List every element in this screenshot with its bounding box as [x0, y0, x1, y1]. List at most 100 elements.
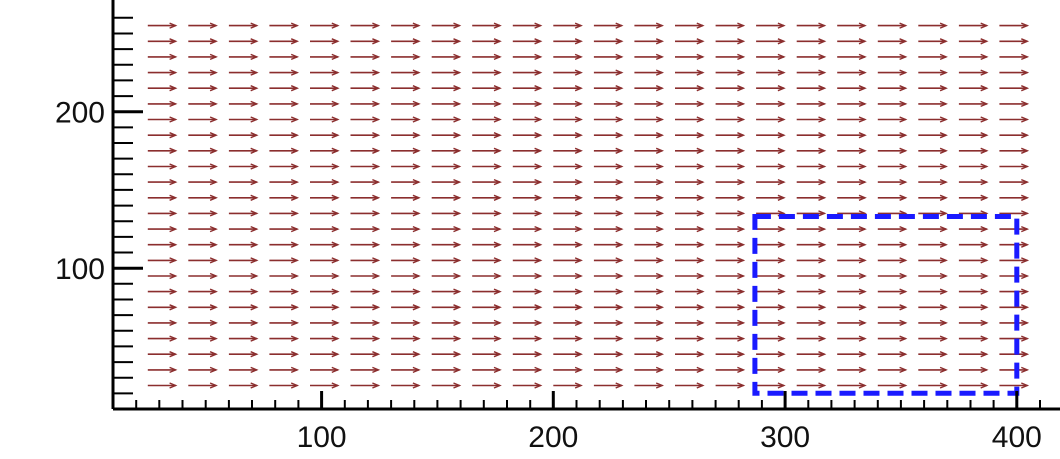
vector-arrow — [634, 147, 665, 154]
vector-head — [453, 319, 462, 327]
vector-head — [290, 319, 300, 327]
vector-arrow — [999, 257, 1030, 264]
vector-head — [574, 241, 583, 248]
vector-head — [250, 241, 259, 248]
vector-arrow — [999, 304, 1030, 311]
vector-head — [1021, 319, 1030, 327]
vector-head — [858, 53, 867, 61]
vector-arrow — [188, 351, 218, 358]
vector-arrow — [350, 100, 381, 108]
vector-arrow — [553, 257, 583, 264]
vector-arrow — [593, 257, 624, 264]
vector-head — [777, 288, 786, 295]
vector-arrow — [958, 147, 989, 154]
vector-arrow — [188, 163, 218, 170]
vector-arrow — [188, 22, 218, 29]
vector-arrow — [391, 335, 421, 342]
vector-head — [777, 22, 786, 29]
vector-arrow — [918, 38, 948, 45]
vector-head — [777, 163, 786, 170]
vector-head — [372, 257, 381, 264]
vector-head — [1021, 178, 1030, 186]
vector-arrow — [310, 319, 340, 327]
vector-arrow — [431, 288, 462, 295]
vector-head — [858, 100, 867, 108]
vector-head — [453, 116, 462, 123]
vector-head — [777, 304, 786, 311]
vector-head — [169, 100, 178, 108]
vector-arrow — [715, 100, 746, 108]
vector-head — [899, 257, 908, 264]
vector-head — [209, 366, 218, 374]
vector-head — [372, 351, 381, 358]
vector-arrow — [958, 241, 989, 248]
vector-arrow — [593, 147, 624, 154]
vector-arrow — [715, 351, 746, 358]
vector-head — [250, 100, 259, 108]
vector-arrow — [999, 132, 1030, 139]
vector-head — [858, 382, 867, 389]
vector-arrow — [675, 22, 705, 29]
vector-arrow — [958, 116, 989, 123]
vector-head — [899, 351, 908, 358]
vector-head — [169, 241, 178, 248]
vector-head — [250, 288, 259, 295]
vector-head — [655, 304, 665, 311]
vector-head — [209, 257, 218, 264]
vector-head — [331, 178, 340, 186]
vector-head — [493, 116, 502, 123]
vector-arrow — [958, 351, 989, 358]
vector-head — [534, 272, 543, 280]
vector-head — [209, 178, 218, 186]
vector-head — [331, 163, 340, 170]
vector-head — [412, 288, 421, 295]
vector-head — [696, 366, 705, 374]
vector-head — [331, 304, 340, 311]
vector-head — [818, 69, 827, 76]
vector-head — [412, 100, 421, 108]
vector-head — [493, 335, 502, 342]
vector-head — [169, 147, 178, 154]
vector-arrow — [350, 147, 381, 154]
vector-arrow — [796, 366, 827, 374]
vector-head — [534, 194, 543, 201]
vector-arrow — [472, 225, 502, 233]
vector-head — [858, 163, 867, 170]
vector-head — [737, 163, 746, 170]
vector-arrow — [553, 100, 583, 108]
vector-head — [939, 53, 948, 61]
vector-arrow — [796, 116, 827, 123]
vector-arrow — [553, 272, 583, 280]
vector-head — [899, 241, 908, 248]
vector-arrow — [269, 69, 300, 76]
vector-arrow — [796, 53, 827, 61]
vector-arrow — [796, 85, 827, 92]
vector-head — [493, 194, 502, 201]
x-tick-label: 200 — [528, 421, 578, 454]
vector-head — [980, 351, 989, 358]
vector-arrow — [593, 116, 624, 123]
vector-head — [980, 194, 989, 201]
vector-head — [412, 382, 421, 389]
vector-arrow — [837, 335, 867, 342]
vector-arrow — [391, 85, 421, 92]
vector-arrow — [228, 257, 259, 264]
vector-arrow — [269, 382, 300, 389]
vector-arrow — [918, 225, 948, 233]
vector-arrow — [756, 194, 786, 201]
vector-arrow — [147, 22, 178, 29]
vector-arrow — [188, 69, 218, 76]
vector-arrow — [958, 85, 989, 92]
vector-arrow — [391, 147, 421, 154]
vector-arrow — [431, 163, 462, 170]
vector-head — [858, 241, 867, 248]
vector-head — [777, 366, 786, 374]
vector-arrow — [756, 225, 786, 233]
vector-arrow — [675, 366, 705, 374]
vector-arrow — [391, 210, 421, 217]
vector-arrow — [553, 85, 583, 92]
vector-head — [493, 147, 502, 154]
vector-head — [372, 225, 381, 233]
vector-arrow — [593, 366, 624, 374]
vector-head — [615, 272, 624, 280]
